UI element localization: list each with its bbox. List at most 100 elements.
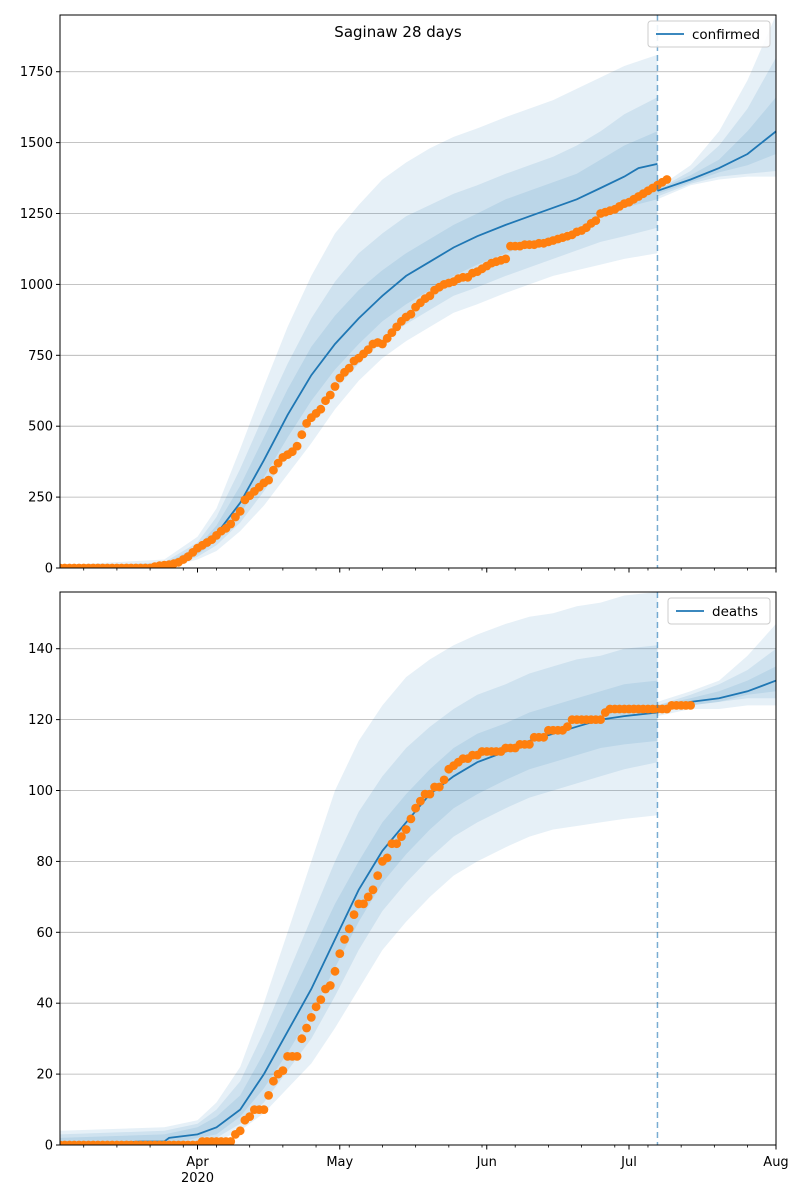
y-tick-label: 750 <box>28 349 53 364</box>
observed-point <box>368 885 378 895</box>
axes-frame <box>59 14 777 569</box>
forecast-line <box>657 130 776 192</box>
observed-point <box>439 775 449 785</box>
observed-point <box>264 1091 273 1100</box>
plot-area <box>60 15 776 568</box>
observed-point <box>525 740 534 749</box>
forecast-band-1 <box>657 623 776 717</box>
observed-point <box>411 803 420 813</box>
observed-point <box>425 789 435 799</box>
observed-point <box>330 382 340 391</box>
observed-point <box>563 722 572 732</box>
observed-point <box>340 935 349 944</box>
observed-point <box>416 796 425 806</box>
observed-point <box>434 782 444 792</box>
observed-point <box>401 825 411 834</box>
x-tick-label: May <box>326 1155 353 1170</box>
observed-point <box>335 949 345 958</box>
observed-point <box>325 981 335 990</box>
y-tick-label: 1500 <box>20 136 53 151</box>
forecast-band-1 <box>657 15 776 200</box>
observed-point <box>292 441 302 451</box>
observed-point <box>226 519 236 529</box>
observed-point <box>292 1052 302 1061</box>
axes-frame <box>59 591 777 1146</box>
observed-point <box>278 1066 288 1075</box>
observed-point <box>344 363 354 373</box>
observed-point <box>325 390 335 400</box>
y-tick-label: 0 <box>45 1139 53 1154</box>
observed-point <box>382 853 392 863</box>
observed-point <box>316 404 326 414</box>
uncertainty-band-1 <box>60 592 658 1145</box>
observed-point <box>406 309 416 319</box>
uncertainty-band-3 <box>60 680 658 1145</box>
uncertainty-band-2 <box>60 97 658 568</box>
legend: deaths <box>667 597 771 625</box>
legend-label: confirmed <box>692 27 760 43</box>
figure-title: Saginaw 28 days <box>334 23 462 41</box>
y-tick-label: 1250 <box>20 207 53 222</box>
observed-point <box>297 1034 307 1044</box>
x-tick-sublabel: 2020 <box>181 1171 214 1186</box>
observed-point <box>297 430 307 440</box>
observed-point <box>306 1013 316 1022</box>
y-tick-label: 80 <box>36 855 53 870</box>
observed-point <box>349 910 359 919</box>
y-tick-label: 140 <box>28 642 53 657</box>
observed-point <box>406 814 416 824</box>
observed-point <box>269 465 278 475</box>
x-tick-label: Apr <box>186 1155 209 1170</box>
observed-point <box>539 732 549 742</box>
y-tick-label: 250 <box>28 491 53 506</box>
observed-point <box>662 175 672 184</box>
forecast-band-3 <box>657 97 776 194</box>
legend-box <box>667 597 771 625</box>
y-tick-label: 40 <box>36 997 53 1012</box>
y-tick-label: 120 <box>28 713 53 728</box>
y-tick-label: 60 <box>36 926 53 941</box>
x-tick-label: Jun <box>476 1155 497 1170</box>
confirmed-panel: 0 250 500 750 1000 1250 1500 1750 confirmed <box>20 14 777 577</box>
observed-point <box>264 475 273 485</box>
observed-point <box>501 254 511 264</box>
observed-point <box>259 1105 269 1114</box>
y-tick-label: 0 <box>45 562 53 577</box>
uncertainty-band-2 <box>60 645 658 1145</box>
observed-point <box>226 1137 236 1145</box>
observed-point <box>373 871 383 880</box>
observed-point <box>235 1126 245 1136</box>
forecast-band-2 <box>657 648 776 713</box>
forecast-band-2 <box>657 57 776 197</box>
observed-point <box>311 1002 321 1012</box>
x-tick-label: Aug <box>763 1155 788 1170</box>
observed-point <box>591 216 601 226</box>
observed-point <box>330 966 340 976</box>
y-tick-label: 20 <box>36 1068 53 1083</box>
plot-area <box>60 592 776 1145</box>
observed-point <box>302 1023 311 1033</box>
observed-point <box>686 701 695 710</box>
observed-point <box>235 506 245 516</box>
observed-point <box>344 924 354 934</box>
uncertainty-band-1 <box>60 54 658 568</box>
observed-point <box>316 995 326 1005</box>
forecast-band-3 <box>657 666 776 713</box>
legend-box <box>647 20 771 48</box>
observed-point <box>269 1076 278 1086</box>
observed-point <box>596 715 605 724</box>
y-tick-label: 100 <box>28 784 53 799</box>
legend-label: deaths <box>712 604 758 620</box>
y-tick-label: 1000 <box>20 278 53 293</box>
observed-point <box>397 832 406 841</box>
y-tick-label: 1750 <box>20 65 53 80</box>
observed-point <box>363 892 373 902</box>
x-tick-label: Jul <box>620 1155 637 1170</box>
y-tick-label: 500 <box>28 420 53 435</box>
observed-point <box>245 1112 255 1121</box>
observed-point <box>392 839 402 849</box>
legend: confirmed <box>647 20 771 48</box>
uncertainty-band-3 <box>60 131 658 568</box>
